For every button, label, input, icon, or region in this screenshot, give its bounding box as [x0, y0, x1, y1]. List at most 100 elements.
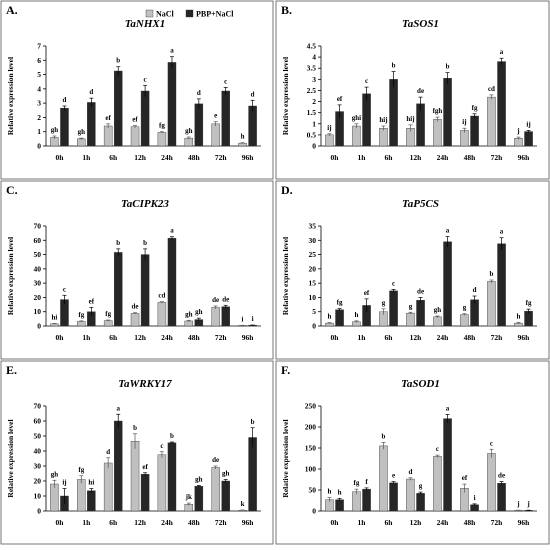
y-tick-label: 2.5	[307, 86, 317, 95]
x-tick-label: 1h	[82, 518, 91, 527]
x-tick-label: 0h	[331, 518, 340, 527]
significance-label: c	[365, 77, 368, 85]
significance-label: hi	[88, 479, 94, 487]
significance-label: fg	[472, 104, 478, 112]
y-axis-label: Relative expression level	[281, 419, 290, 497]
significance-label: fg	[526, 299, 532, 307]
significance-label: j	[516, 500, 519, 508]
bar-nacl	[325, 134, 334, 147]
bar-nacl	[460, 130, 469, 147]
significance-label: d	[63, 96, 67, 104]
significance-label: fg	[78, 466, 84, 474]
bar-pbp-nacl	[416, 300, 425, 327]
y-tick-label: 0.5	[307, 130, 317, 139]
bar-nacl	[211, 307, 220, 327]
x-tick-label: 96h	[242, 153, 255, 162]
y-tick-label: 20	[34, 293, 42, 302]
significance-label: de	[212, 456, 219, 464]
significance-label: c	[224, 77, 227, 85]
significance-label: d	[473, 286, 477, 294]
significance-label: fg	[337, 299, 343, 307]
legend-label: NaCl	[156, 10, 175, 19]
y-tick-label: 60	[34, 236, 42, 245]
significance-label: gh	[222, 470, 230, 478]
bar-nacl	[77, 321, 86, 327]
y-tick-label: 1	[312, 119, 316, 128]
x-tick-label: 96h	[518, 333, 531, 342]
significance-label: ij	[462, 118, 466, 126]
significance-label: ef	[364, 289, 370, 297]
y-tick-label: 6	[37, 56, 41, 65]
bar-nacl	[103, 462, 113, 512]
significance-label: i	[252, 315, 254, 323]
bar-pbp-nacl	[470, 299, 479, 327]
bar-nacl	[487, 453, 496, 512]
significance-label: gh	[185, 310, 193, 318]
x-tick-label: 1h	[358, 518, 367, 527]
significance-label: ef	[337, 95, 343, 103]
y-tick-label: 0	[37, 507, 41, 516]
y-tick-label: 70	[34, 222, 42, 231]
bar-pbp-nacl	[497, 243, 506, 327]
significance-label: c	[144, 75, 147, 83]
y-tick-label: 4	[312, 53, 316, 62]
x-tick-label: 48h	[464, 518, 477, 527]
significance-label: a	[170, 227, 174, 235]
significance-label: c	[160, 442, 163, 450]
x-tick-label: 12h	[134, 518, 147, 527]
significance-label: h	[327, 488, 331, 496]
legend-label: PBP+NaCl	[196, 10, 234, 19]
panel-letter: A.	[6, 3, 18, 17]
legend-swatch-pbp-nacl	[185, 9, 194, 18]
y-tick-label: 50	[34, 250, 42, 259]
x-tick-label: 0h	[55, 518, 64, 527]
x-tick-label: 72h	[215, 333, 228, 342]
y-tick-label: 4	[37, 84, 41, 93]
significance-label: d	[251, 90, 255, 98]
significance-label: g	[409, 302, 413, 310]
significance-label: de	[222, 295, 229, 303]
bar-pbp-nacl	[140, 254, 150, 327]
bar-pbp-nacl	[221, 480, 230, 512]
bar-pbp-nacl	[362, 488, 371, 512]
y-tick-label: 0	[312, 507, 316, 516]
panel-border	[0, 180, 274, 360]
y-tick-label: 40	[34, 264, 42, 273]
x-tick-label: 1h	[82, 153, 91, 162]
bar-pbp-nacl	[167, 237, 177, 327]
panel-border	[0, 360, 274, 545]
bar-pbp-nacl	[248, 105, 257, 147]
x-tick-label: 24h	[437, 153, 450, 162]
significance-label: cd	[488, 85, 495, 93]
bar-pbp-nacl	[443, 418, 452, 512]
panel-border	[0, 0, 274, 180]
bar-pbp-nacl	[113, 70, 123, 147]
significance-label: i	[242, 315, 244, 323]
bar-pbp-nacl	[470, 504, 479, 512]
bar-nacl	[157, 132, 167, 147]
x-tick-label: 48h	[464, 153, 477, 162]
bar-pbp-nacl	[416, 493, 425, 512]
bar-pbp-nacl	[470, 115, 479, 147]
bar-nacl	[379, 128, 388, 147]
significance-label: e	[392, 472, 395, 480]
significance-label: b	[116, 239, 120, 247]
y-tick-label: 3	[312, 75, 316, 84]
significance-label: h	[338, 488, 342, 496]
significance-label: j	[516, 127, 519, 135]
y-tick-label: 0	[312, 142, 316, 151]
significance-label: i	[474, 494, 476, 502]
bar-pbp-nacl	[389, 482, 398, 512]
bar-nacl	[130, 441, 140, 512]
significance-label: ef	[142, 463, 148, 471]
significance-label: ghi	[352, 114, 361, 122]
panel-border	[275, 0, 550, 180]
y-tick-label: 7	[37, 42, 41, 51]
y-tick-label: 10	[34, 307, 42, 316]
bar-nacl	[406, 478, 415, 512]
significance-label: b	[381, 433, 385, 441]
significance-label: e	[214, 112, 217, 120]
bar-nacl	[157, 454, 167, 512]
significance-label: de	[212, 296, 219, 304]
bar-nacl	[77, 138, 86, 147]
